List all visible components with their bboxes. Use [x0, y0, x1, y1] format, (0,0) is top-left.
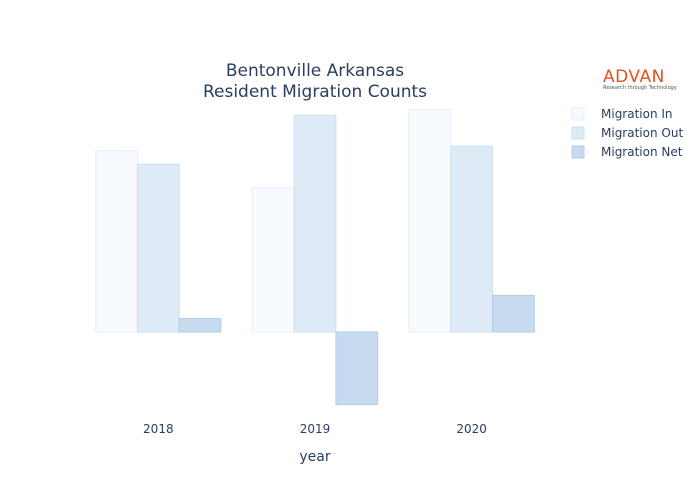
legend-label: Migration Out — [601, 126, 683, 140]
advan-logo: ADVAN Research through Technology — [603, 67, 677, 91]
bar-migration-in-2018[interactable] — [95, 150, 138, 333]
bar-migration-net-2020[interactable] — [492, 294, 535, 333]
legend-label: Migration Net — [601, 145, 683, 159]
legend-item-migration-in[interactable]: Migration In — [571, 107, 673, 121]
legend-swatch — [571, 107, 585, 121]
logo-wordmark: ADVAN — [603, 67, 665, 87]
x-tick-label-2019: 2019 — [300, 422, 331, 436]
bar-migration-out-2019[interactable] — [293, 114, 337, 333]
legend-label: Migration In — [601, 107, 673, 121]
bar-migration-in-2019[interactable] — [251, 187, 295, 333]
legend-swatch — [571, 126, 585, 140]
x-tick-label-2020: 2020 — [456, 422, 487, 436]
bar-migration-out-2020[interactable] — [450, 145, 494, 333]
x-axis-title: year — [299, 449, 330, 465]
legend-swatch — [571, 145, 585, 159]
legend[interactable]: Migration In Migration Out Migration Net — [571, 107, 683, 159]
plot-area — [95, 108, 535, 406]
bar-migration-out-2018[interactable] — [136, 163, 180, 333]
bar-migration-net-2019[interactable] — [335, 331, 379, 406]
x-axis-ticks: 2018 2019 2020 — [143, 422, 487, 436]
chart-title-line-1: Bentonville Arkansas — [226, 61, 404, 81]
chart-title-line-2: Resident Migration Counts — [203, 82, 427, 102]
legend-item-migration-net[interactable]: Migration Net — [571, 145, 683, 159]
legend-item-migration-out[interactable]: Migration Out — [571, 126, 683, 140]
bar-migration-net-2018[interactable] — [178, 318, 222, 333]
bar-migration-in-2020[interactable] — [408, 108, 452, 333]
x-tick-label-2018: 2018 — [143, 422, 174, 436]
logo-tagline: Research through Technology — [603, 85, 677, 91]
